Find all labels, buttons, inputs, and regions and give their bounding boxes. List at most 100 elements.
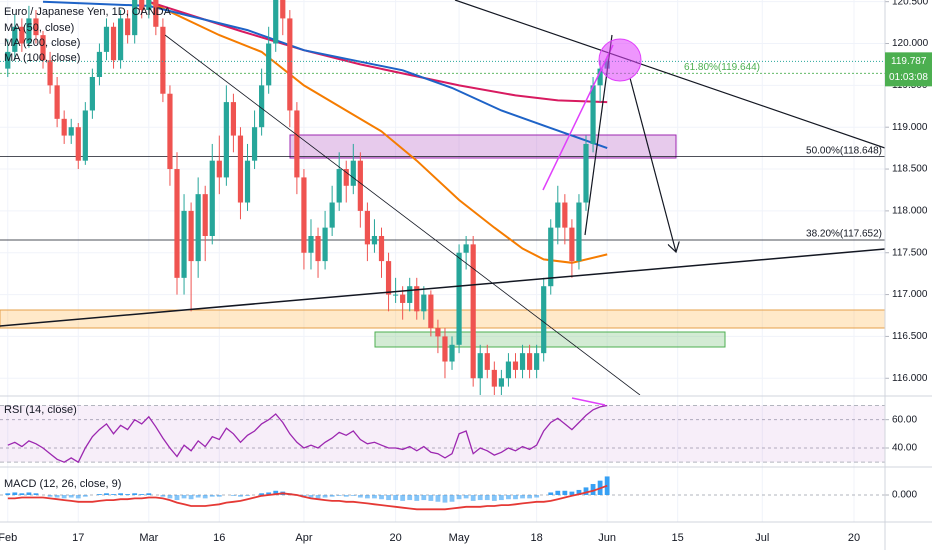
- histogram-bar: [19, 493, 25, 495]
- histogram-bar: [343, 495, 349, 497]
- histogram-bar: [266, 492, 272, 495]
- candle-body: [470, 244, 476, 379]
- y-tick-label: 0.000: [892, 490, 917, 501]
- y-tick-label: 117.000: [892, 289, 928, 300]
- candle-body: [294, 110, 300, 178]
- rsi-title: RSI (14, close): [4, 404, 77, 416]
- candle-body: [259, 85, 265, 128]
- histogram-bar: [456, 495, 462, 500]
- histogram-bar: [174, 495, 180, 501]
- candle-body: [19, 26, 25, 44]
- x-tick-label: 18: [531, 532, 543, 544]
- candle-body: [110, 26, 117, 61]
- candle-body: [343, 169, 349, 186]
- last-price-box: [885, 52, 932, 87]
- histogram-bar: [322, 495, 328, 498]
- histogram-bar: [364, 495, 370, 499]
- x-tick-label: Jul: [755, 532, 769, 544]
- candle-body: [393, 294, 399, 296]
- candle-body: [555, 202, 561, 228]
- drawings-back: [0, 134, 885, 348]
- y-tick-label: 118.000: [892, 206, 928, 217]
- candle-body: [548, 227, 554, 287]
- candle-body: [541, 286, 547, 354]
- histogram-bar: [357, 495, 363, 498]
- y-tick-label: 120.000: [892, 38, 929, 49]
- trendline: [571, 397, 606, 406]
- candle-body: [301, 177, 307, 253]
- histogram-bar: [245, 495, 250, 496]
- x-tick-label: Jun: [598, 532, 616, 544]
- histogram-bar: [435, 495, 441, 502]
- histogram-bar: [12, 492, 18, 495]
- candle-body: [153, 0, 159, 27]
- histogram-bar: [379, 495, 384, 500]
- fib-label: 50.00%(118.648): [806, 145, 882, 156]
- candle-body: [82, 110, 88, 161]
- candle-body: [505, 361, 512, 379]
- candle-body: [280, 0, 286, 19]
- histogram-bar: [188, 495, 194, 500]
- x-tick-label: 20: [848, 532, 860, 544]
- candle-body: [428, 294, 434, 329]
- histogram-bar: [534, 495, 540, 498]
- histogram-bar: [181, 495, 187, 499]
- candle-body: [597, 68, 603, 86]
- fib-label: 61.80%(119.644): [684, 62, 760, 73]
- legend-entry: MA (100, close): [4, 52, 80, 64]
- rsi-band: [0, 405, 885, 463]
- histogram-bar: [555, 490, 561, 495]
- candle-body: [315, 235, 321, 262]
- candle-body: [223, 102, 229, 178]
- candle-body: [209, 160, 215, 236]
- zone: [289, 134, 677, 159]
- histogram-bar: [118, 493, 123, 495]
- candle-body: [449, 344, 455, 362]
- x-tick-label: Mar: [139, 532, 158, 544]
- candle-body: [519, 353, 526, 370]
- candle-body: [181, 210, 187, 278]
- histogram-bar: [372, 495, 377, 499]
- trendline: [164, 34, 641, 395]
- histogram-bar: [308, 495, 314, 498]
- y-tick-label: 118.500: [892, 164, 928, 175]
- candle-body: [400, 294, 406, 303]
- macd-title: MACD (12, 26, close, 9): [4, 478, 121, 490]
- candle-body: [435, 328, 441, 337]
- candle-body: [174, 169, 180, 278]
- zone: [0, 309, 885, 329]
- candle-body: [132, 0, 138, 36]
- candle-body: [484, 353, 490, 370]
- candle-body: [583, 143, 589, 203]
- projection-arrow: [629, 77, 676, 252]
- candle-body: [61, 118, 67, 136]
- candle-body: [378, 235, 385, 262]
- countdown: 01:03:08: [889, 72, 928, 83]
- candle-body: [68, 127, 74, 136]
- histogram-bar: [477, 495, 483, 501]
- trendline: [0, 248, 885, 327]
- candle-body: [117, 18, 124, 61]
- histogram-bar: [449, 495, 455, 502]
- histogram-bar: [562, 490, 568, 495]
- chart-title: Euro / Japanese Yen, 1D, OANDA: [4, 6, 172, 18]
- candle-body: [139, 0, 145, 11]
- histogram-bar: [160, 495, 166, 497]
- histogram-bar: [506, 495, 511, 500]
- candle-body: [407, 286, 413, 303]
- histogram-bar: [329, 495, 335, 497]
- candle-body: [590, 85, 596, 144]
- candle-body: [350, 160, 356, 186]
- x-tick-label: 17: [72, 532, 84, 544]
- x-tick-label: 16: [213, 532, 225, 544]
- histogram-bar: [47, 495, 53, 497]
- histogram-bar: [484, 495, 490, 501]
- candle-body: [40, 35, 46, 61]
- histogram-bar: [231, 495, 236, 496]
- drawings-front: [0, 0, 885, 395]
- candle-body: [322, 227, 328, 262]
- x-tick-label: 20: [389, 532, 401, 544]
- moving-average: [148, 0, 608, 104]
- moving-average: [148, 0, 608, 264]
